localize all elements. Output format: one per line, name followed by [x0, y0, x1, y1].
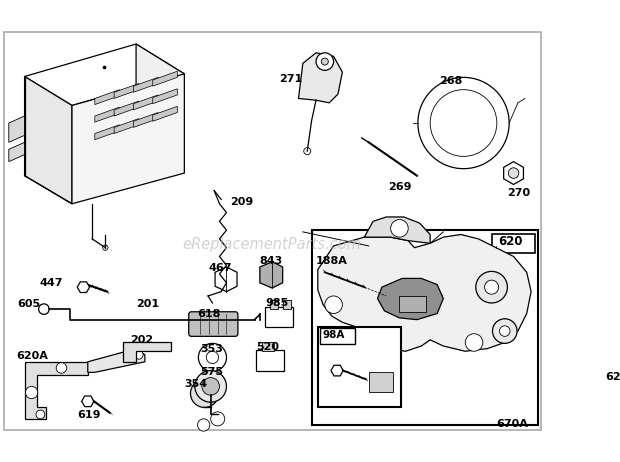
- Polygon shape: [25, 77, 72, 204]
- Polygon shape: [95, 90, 120, 104]
- Circle shape: [465, 334, 483, 351]
- Circle shape: [430, 90, 497, 156]
- Polygon shape: [95, 125, 120, 140]
- Bar: [256, 350, 285, 371]
- Circle shape: [391, 219, 408, 237]
- Text: 354: 354: [184, 379, 208, 389]
- Circle shape: [418, 77, 509, 169]
- Text: 98A: 98A: [322, 330, 345, 340]
- Polygon shape: [25, 44, 184, 105]
- Text: 447: 447: [40, 279, 63, 288]
- Circle shape: [25, 386, 38, 399]
- Circle shape: [492, 319, 517, 343]
- Circle shape: [321, 58, 329, 65]
- Text: 621: 621: [606, 372, 620, 383]
- Bar: [399, 296, 426, 312]
- Polygon shape: [215, 267, 237, 292]
- Text: 985: 985: [265, 298, 288, 308]
- Bar: [566, 351, 597, 371]
- Bar: [319, 328, 355, 344]
- Circle shape: [304, 147, 311, 155]
- Polygon shape: [72, 74, 184, 204]
- Polygon shape: [123, 342, 171, 362]
- Text: 843: 843: [259, 256, 282, 267]
- Text: 202: 202: [130, 335, 153, 346]
- Circle shape: [135, 350, 143, 359]
- Polygon shape: [133, 112, 158, 128]
- Circle shape: [190, 379, 219, 407]
- Text: 575: 575: [200, 367, 223, 377]
- Text: 670A: 670A: [496, 419, 528, 429]
- Polygon shape: [133, 95, 158, 110]
- Polygon shape: [95, 107, 120, 122]
- Circle shape: [476, 271, 507, 303]
- Text: 201: 201: [136, 298, 159, 309]
- Bar: [265, 307, 293, 327]
- Circle shape: [103, 245, 108, 250]
- Bar: [270, 300, 278, 309]
- Text: 520: 520: [256, 342, 280, 353]
- Circle shape: [195, 371, 226, 402]
- Circle shape: [211, 412, 224, 426]
- Bar: [262, 342, 274, 351]
- Polygon shape: [114, 101, 139, 116]
- Circle shape: [206, 351, 219, 364]
- Text: 269: 269: [388, 182, 412, 192]
- Bar: [492, 234, 534, 253]
- Text: 268: 268: [439, 77, 463, 86]
- Text: 620A: 620A: [16, 351, 48, 361]
- Circle shape: [36, 410, 45, 419]
- Polygon shape: [314, 264, 327, 275]
- Circle shape: [500, 326, 510, 336]
- Text: 270: 270: [507, 188, 531, 198]
- Polygon shape: [260, 262, 283, 288]
- Bar: [312, 230, 538, 425]
- Polygon shape: [365, 217, 430, 243]
- Polygon shape: [114, 119, 139, 134]
- Polygon shape: [88, 349, 145, 372]
- Polygon shape: [136, 44, 184, 173]
- Text: 467: 467: [209, 263, 232, 274]
- Circle shape: [202, 377, 219, 395]
- Polygon shape: [82, 396, 94, 407]
- Circle shape: [485, 280, 498, 294]
- Circle shape: [198, 343, 226, 371]
- Text: 605: 605: [17, 298, 41, 309]
- Text: 271: 271: [279, 74, 303, 84]
- Circle shape: [198, 419, 210, 431]
- Polygon shape: [331, 365, 343, 376]
- Polygon shape: [133, 77, 158, 92]
- Text: 353: 353: [200, 344, 223, 354]
- Bar: [318, 327, 401, 407]
- Polygon shape: [153, 71, 177, 86]
- Text: 620: 620: [498, 236, 523, 249]
- Polygon shape: [153, 89, 177, 103]
- FancyBboxPatch shape: [188, 312, 238, 336]
- Polygon shape: [298, 53, 342, 103]
- Bar: [283, 300, 291, 309]
- Circle shape: [508, 168, 519, 178]
- Circle shape: [316, 53, 334, 70]
- Polygon shape: [78, 282, 89, 292]
- Polygon shape: [114, 84, 139, 98]
- Circle shape: [198, 387, 211, 400]
- Circle shape: [56, 363, 67, 373]
- Circle shape: [325, 296, 342, 314]
- Polygon shape: [378, 279, 443, 320]
- Polygon shape: [25, 362, 88, 419]
- Polygon shape: [9, 116, 25, 142]
- Bar: [369, 372, 393, 392]
- Text: eReplacementParts.com: eReplacementParts.com: [183, 237, 361, 252]
- Text: 209: 209: [230, 197, 253, 207]
- Polygon shape: [318, 235, 531, 351]
- Polygon shape: [503, 162, 523, 184]
- Text: 618: 618: [198, 309, 221, 319]
- Text: 619: 619: [78, 410, 101, 420]
- Circle shape: [38, 304, 49, 315]
- Text: 188A: 188A: [316, 256, 348, 267]
- Polygon shape: [153, 106, 177, 121]
- Polygon shape: [9, 142, 25, 162]
